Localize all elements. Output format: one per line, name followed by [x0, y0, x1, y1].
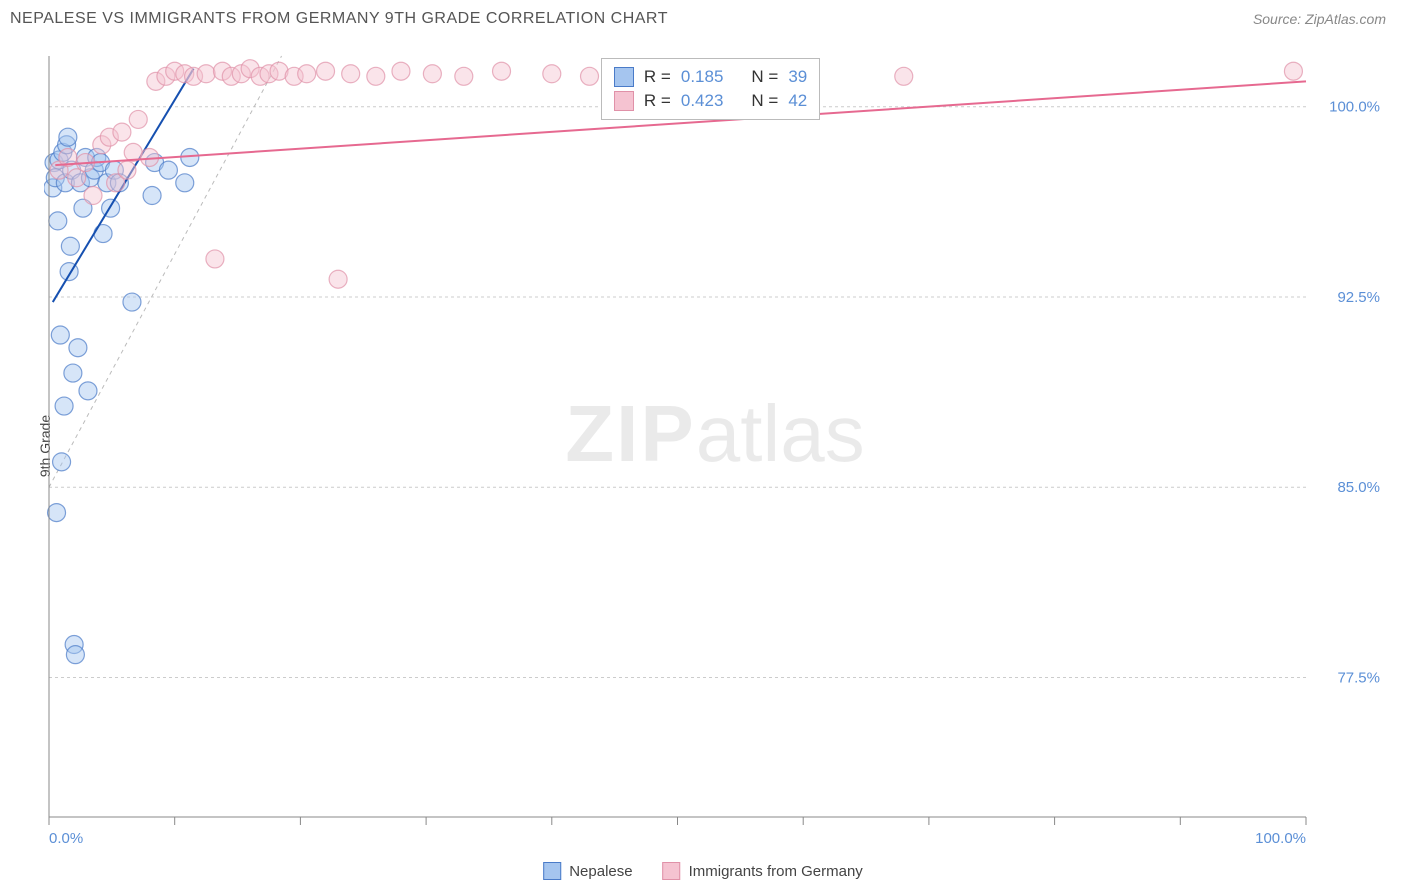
scatter-point: [66, 646, 84, 664]
scatter-point: [493, 62, 511, 80]
n-label: N =: [751, 67, 778, 87]
chart-plot-area: 77.5%85.0%92.5%100.0%0.0%100.0% ZIPatlas…: [44, 48, 1386, 852]
legend: Nepalese Immigrants from Germany: [543, 862, 863, 880]
chart-source: Source: ZipAtlas.com: [1253, 11, 1386, 27]
scatter-point: [143, 187, 161, 205]
scatter-point: [53, 453, 71, 471]
scatter-point: [543, 65, 561, 83]
scatter-point: [59, 128, 77, 146]
legend-item: Nepalese: [543, 862, 632, 880]
scatter-point: [48, 504, 66, 522]
scatter-point: [55, 397, 73, 415]
legend-swatch: [663, 862, 681, 880]
chart-header: NEPALESE VS IMMIGRANTS FROM GERMANY 9TH …: [0, 0, 1406, 34]
scatter-point: [51, 326, 69, 344]
scatter-point: [895, 67, 913, 85]
scatter-point: [129, 110, 147, 128]
r-value: 0.185: [681, 67, 724, 87]
legend-label: Immigrants from Germany: [689, 863, 863, 880]
scatter-point: [176, 174, 194, 192]
chart-title: NEPALESE VS IMMIGRANTS FROM GERMANY 9TH …: [10, 10, 668, 28]
n-label: N =: [751, 91, 778, 111]
scatter-point: [197, 65, 215, 83]
scatter-point: [1284, 62, 1302, 80]
svg-text:92.5%: 92.5%: [1337, 289, 1380, 306]
r-label: R =: [644, 67, 671, 87]
legend-swatch: [543, 862, 561, 880]
scatter-point: [49, 212, 67, 230]
scatter-point: [298, 65, 316, 83]
r-label: R =: [644, 91, 671, 111]
scatter-point: [392, 62, 410, 80]
n-value: 39: [788, 67, 807, 87]
scatter-point: [118, 161, 136, 179]
n-value: 42: [788, 91, 807, 111]
scatter-point: [61, 237, 79, 255]
legend-label: Nepalese: [569, 863, 632, 880]
scatter-point: [206, 250, 224, 268]
stats-row: R = 0.185 N = 39: [614, 65, 807, 89]
scatter-point: [79, 382, 97, 400]
stats-swatch: [614, 67, 634, 87]
svg-text:0.0%: 0.0%: [49, 830, 83, 847]
stats-row: R = 0.423 N = 42: [614, 89, 807, 113]
scatter-point: [159, 161, 177, 179]
scatter-point: [317, 62, 335, 80]
scatter-point: [84, 187, 102, 205]
scatter-point: [329, 270, 347, 288]
scatter-point: [102, 199, 120, 217]
svg-text:77.5%: 77.5%: [1337, 669, 1380, 686]
scatter-point: [123, 293, 141, 311]
svg-text:85.0%: 85.0%: [1337, 479, 1380, 496]
scatter-point: [64, 364, 82, 382]
svg-text:100.0%: 100.0%: [1329, 99, 1380, 116]
stats-swatch: [614, 91, 634, 111]
correlation-stats-box: R = 0.185 N = 39 R = 0.423 N = 42: [601, 58, 820, 120]
scatter-point: [367, 67, 385, 85]
scatter-point: [113, 123, 131, 141]
r-value: 0.423: [681, 91, 724, 111]
chart-svg: 77.5% 85.0% 92.5% 100.0% 0.0% 100.0%: [44, 48, 1386, 852]
legend-item: Immigrants from Germany: [663, 862, 863, 880]
scatter-point: [423, 65, 441, 83]
scatter-point: [342, 65, 360, 83]
scatter-point: [69, 339, 87, 357]
svg-text:100.0%: 100.0%: [1255, 830, 1306, 847]
scatter-point: [455, 67, 473, 85]
scatter-point: [581, 67, 599, 85]
